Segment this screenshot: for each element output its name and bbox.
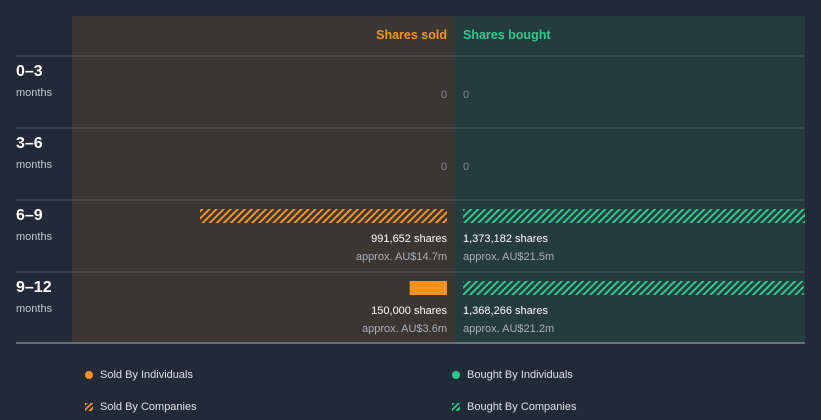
sold-zero-label: 0 [441,161,447,173]
sold-shares-label: 150,000 shares [371,305,447,317]
bar-bought-companies [463,209,805,223]
sold-value-label: approx. AU$3.6m [362,323,447,335]
period-unit: months [16,159,53,171]
sold-shares-label: 991,652 shares [371,233,447,245]
period-unit: months [16,87,53,99]
period-label: 3–6 [16,135,43,152]
period-unit: months [16,303,53,315]
period-label: 6–9 [16,207,43,224]
bar-sold-individuals [409,281,447,295]
bought-value-label: approx. AU$21.2m [463,323,554,335]
sold-panel [72,16,455,343]
sold-value-label: approx. AU$14.7m [356,251,447,263]
bought-zero-label: 0 [463,161,469,173]
period-rows: 0–3 months 0 0 3–6 months 0 0 6–9 months 991,652 s… [16,55,805,335]
bar-bought-companies [463,281,804,295]
bought-value-label: approx. AU$21.5m [463,251,554,263]
bought-zero-label: 0 [463,89,469,101]
bar-sold-companies [200,209,447,223]
header-shares-bought: Shares bought [463,28,551,42]
period-unit: months [16,231,53,243]
header-shares-sold: Shares sold [376,28,447,42]
sold-zero-label: 0 [441,89,447,101]
period-label: 0–3 [16,63,43,80]
period-label: 9–12 [16,279,52,296]
bought-shares-label: 1,368,266 shares [463,305,549,317]
bought-shares-label: 1,373,182 shares [463,233,549,245]
